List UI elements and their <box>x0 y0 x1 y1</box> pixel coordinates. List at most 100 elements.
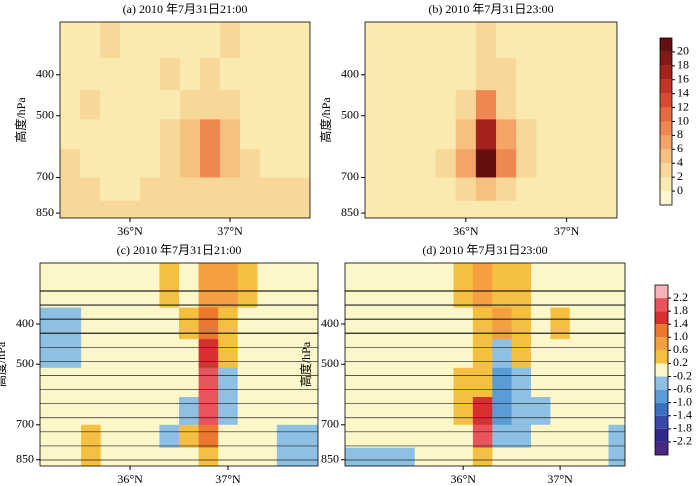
contour-cell <box>617 149 700 178</box>
contour-cell <box>100 90 121 120</box>
contour-cell <box>220 177 241 202</box>
contour-cell <box>237 397 258 426</box>
contour-cell <box>220 22 241 59</box>
colorbar-swatch <box>660 107 672 122</box>
contour-cell <box>531 307 551 340</box>
contour-cell <box>160 177 181 202</box>
contour-cell <box>415 177 437 202</box>
contour-cell <box>159 424 180 449</box>
contour-cell <box>453 339 474 369</box>
contour-cell <box>140 177 161 202</box>
contour-cell <box>536 57 558 91</box>
contour-cell <box>455 177 477 202</box>
contour-cell <box>218 307 239 340</box>
contour-cell <box>453 307 474 340</box>
x-tick-label: 36°N <box>450 472 476 486</box>
contour-cell <box>100 200 121 218</box>
x-tick-label: 37°N <box>215 472 241 486</box>
contour-cell <box>139 263 160 309</box>
y-axis-label: 高度/hPa <box>298 341 313 387</box>
contour-cell <box>200 149 221 178</box>
contour-cell <box>257 397 278 426</box>
contour-cell <box>455 57 477 91</box>
contour-cell <box>260 90 281 120</box>
contour-cell <box>345 447 416 466</box>
contour-cell <box>198 424 219 449</box>
contour-cell <box>100 177 121 202</box>
contour-cell <box>434 397 455 426</box>
contour-cell <box>415 200 437 218</box>
contour-cell <box>260 200 281 218</box>
contour-cell <box>40 447 82 466</box>
contour-cell <box>81 367 102 398</box>
contour-cell <box>531 263 551 309</box>
contour-cell <box>414 339 435 369</box>
contour-cell <box>550 397 571 426</box>
contour-cell <box>435 57 457 91</box>
contour-cell <box>40 397 82 426</box>
contour-cell <box>218 447 239 466</box>
contour-cell <box>511 424 532 449</box>
colorbar-tick-label: 1.0 <box>673 329 688 343</box>
colorbar-tick-label: 1.8 <box>673 303 688 317</box>
x-tick-label: 36°N <box>117 224 143 238</box>
contour-cell <box>100 339 121 369</box>
contour-cell <box>453 367 474 398</box>
colorbar-swatch <box>660 121 672 136</box>
contour-cell <box>475 22 497 59</box>
contour-cell <box>40 424 82 449</box>
contour-cell <box>492 307 513 340</box>
contour-cell <box>180 22 201 59</box>
field <box>40 263 318 466</box>
contour-cell <box>100 119 121 150</box>
contour-cell <box>257 339 278 369</box>
contour-cell <box>365 119 416 150</box>
contour-cell <box>536 200 558 218</box>
contour-cell <box>180 149 201 178</box>
contour-cell <box>569 339 590 369</box>
contour-cell <box>576 149 598 178</box>
contour-cell <box>40 339 82 369</box>
colorbar-tick-label: 10 <box>677 113 689 127</box>
contour-cell <box>569 263 590 309</box>
contour-cell <box>81 339 102 369</box>
contour-cell <box>492 367 513 398</box>
contour-cell <box>492 424 513 449</box>
contour-cell <box>120 149 141 178</box>
y-tick-label: 700 <box>16 417 34 431</box>
contour-cell <box>100 424 121 449</box>
contour-cell <box>434 367 455 398</box>
contour-cell <box>496 22 517 59</box>
contour-cell <box>455 149 477 178</box>
contour-cell <box>345 263 416 309</box>
field <box>365 22 700 218</box>
y-axis-label: 高度/hPa <box>13 97 28 143</box>
colorbar-tick-label: -1.8 <box>673 421 692 435</box>
contour-cell <box>414 447 435 466</box>
contour-cell <box>200 90 221 120</box>
contour-cell <box>120 367 141 398</box>
contour-cell <box>556 119 578 150</box>
contour-cell <box>276 263 318 309</box>
contour-cell <box>60 177 81 202</box>
contour-cell <box>120 177 141 202</box>
contour-cell <box>496 200 517 218</box>
contour-cell <box>159 307 180 340</box>
contour-cell <box>100 367 121 398</box>
contour-cell <box>550 447 571 466</box>
y-tick-label: 700 <box>36 169 54 183</box>
contour-cell <box>475 177 497 202</box>
contour-cell <box>536 90 558 120</box>
contour-cell <box>434 447 455 466</box>
contour-cell <box>492 447 513 466</box>
y-tick-label: 850 <box>321 452 339 466</box>
y-tick-label: 500 <box>321 356 339 370</box>
contour-cell <box>100 22 121 59</box>
contour-cell <box>100 57 121 91</box>
contour-cell <box>516 149 537 178</box>
contour-cell <box>220 149 241 178</box>
contour-cell <box>435 200 457 218</box>
contour-cell <box>415 119 437 150</box>
colorbar-swatch <box>655 350 668 364</box>
contour-cell <box>365 149 416 178</box>
